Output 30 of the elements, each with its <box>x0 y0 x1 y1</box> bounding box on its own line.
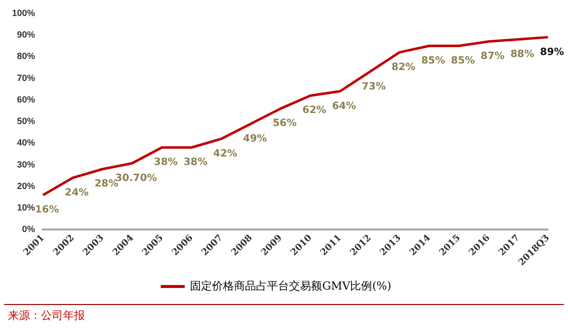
data-label: 64% <box>332 100 356 112</box>
data-label: 82% <box>392 62 416 73</box>
y-tick-label: 0% <box>22 224 36 234</box>
data-label: 88% <box>510 48 534 60</box>
data-label: 16% <box>35 204 59 216</box>
data-label: 49% <box>242 133 267 144</box>
y-tick-label: 100% <box>12 8 36 18</box>
data-label: 38% <box>184 157 208 168</box>
y-tick-label: 50% <box>17 116 36 126</box>
data-label: 89% <box>540 46 564 58</box>
data-label: 62% <box>302 105 326 116</box>
y-tick-label: 20% <box>17 180 36 191</box>
data-label: 28% <box>94 178 118 190</box>
y-tick-label: 10% <box>17 202 36 213</box>
data-label: 38% <box>154 157 178 168</box>
data-label: 42% <box>213 148 238 160</box>
y-tick-label: 90% <box>17 30 36 40</box>
y-tick-label: 80% <box>17 51 36 62</box>
legend-label: 固定价格商品占平台交易额GMV比例(%) <box>190 279 392 292</box>
y-tick-label: 60% <box>17 94 36 104</box>
source-note: 来源：公司年报 <box>8 308 85 323</box>
data-label: 87% <box>480 51 505 62</box>
data-label: 24% <box>64 187 89 198</box>
y-tick-label: 30% <box>17 159 36 170</box>
data-label: 85% <box>421 55 446 66</box>
data-label: 85% <box>450 55 475 66</box>
data-label: 73% <box>362 81 386 92</box>
y-tick-label: 70% <box>17 72 36 83</box>
data-label: 56% <box>272 118 297 130</box>
y-tick-label: 40% <box>17 138 36 148</box>
